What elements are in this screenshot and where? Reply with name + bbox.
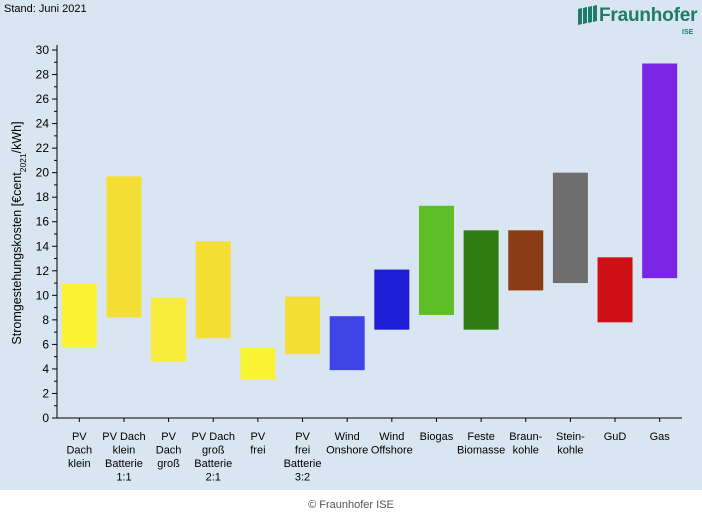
x-tick-label-line: Braun- — [509, 431, 542, 443]
x-tick-label: PV Dach klein Batterie 1:1 — [102, 431, 145, 484]
x-tick-label-line: groß — [157, 458, 180, 470]
y-tick-label: 12 — [36, 264, 50, 278]
bar-2 — [151, 297, 187, 362]
x-tick-label-line: PV — [295, 431, 310, 443]
x-tick-label-line: kohle — [513, 445, 539, 457]
x-tick-label: Wind Offshore — [371, 431, 413, 457]
y-tick-label: 6 — [42, 337, 49, 351]
y-tick-label: 24 — [36, 117, 50, 131]
bar-9 — [463, 230, 499, 330]
x-tick-label-line: 1:1 — [116, 472, 131, 484]
y-tick-label: 10 — [36, 288, 50, 302]
x-tick-label-line: PV — [251, 431, 266, 443]
x-tick-label-line: Offshore — [371, 445, 413, 457]
x-tick-label-line: klein — [68, 458, 91, 470]
y-tick-label: 8 — [42, 313, 49, 327]
y-axis-title-unit: /kWh] — [10, 121, 24, 153]
x-tick-label-line: Wind — [335, 431, 360, 443]
y-axis-title-main: Stromgestehungskosten [€cent — [10, 172, 24, 345]
bar-13 — [642, 63, 678, 279]
x-tick-label-line: PV — [72, 431, 87, 443]
x-tick-label-line: PV — [161, 431, 176, 443]
x-tick-label-line: Stein- — [556, 431, 585, 443]
y-axis-title-sub: 2021 — [18, 153, 28, 172]
x-tick-label: PV Dach groß Batterie 2:1 — [192, 431, 235, 484]
y-tick-label: 18 — [36, 190, 50, 204]
svg-text:Stromgestehungskosten [€cent20: Stromgestehungskosten [€cent2021/kWh] — [10, 121, 28, 344]
bar-4 — [240, 348, 276, 380]
x-tick-label: Braun-kohle — [509, 431, 542, 457]
x-tick-label-line: Batterie — [194, 458, 232, 470]
y-tick-label: 14 — [36, 239, 50, 253]
x-tick-label-line: Dach — [156, 445, 182, 457]
x-tick-label: Biogas — [420, 431, 454, 443]
x-tick-label-line: PV Dach — [192, 431, 235, 443]
y-axis-title: Stromgestehungskosten [€cent2021/kWh] — [10, 121, 28, 344]
cost-chart: Stromgestehungskosten [€cent2021/kWh] 0 2… — [10, 43, 682, 484]
x-tick-label-line: Onshore — [326, 445, 368, 457]
x-tick-label-line: frei — [295, 445, 310, 457]
y-tick-label: 30 — [36, 43, 50, 57]
bar-8 — [418, 205, 454, 315]
logo-sub: ISE — [682, 29, 694, 36]
x-tick-label-line: klein — [113, 445, 136, 457]
y-tick-label: 26 — [36, 92, 50, 106]
x-tick-label-line: Batterie — [105, 458, 143, 470]
x-tick-label: PV Dach groß — [156, 431, 182, 470]
x-tick-label: Wind Onshore — [326, 431, 368, 457]
x-tick-label-line: Biogas — [420, 431, 454, 443]
y-tick-label: 4 — [42, 362, 49, 376]
logo-name: Fraunhofer — [599, 5, 698, 26]
x-tick-label: Gas — [650, 431, 671, 443]
bar-6 — [329, 316, 365, 371]
x-tick-label-line: 2:1 — [206, 472, 221, 484]
x-tick-label: GuD — [604, 431, 627, 443]
x-tick-label-line: frei — [250, 445, 265, 457]
y-tick-label: 28 — [36, 68, 50, 82]
x-tick-label: PV frei — [250, 431, 266, 457]
x-tick-label: Stein-kohle — [556, 431, 585, 457]
bar-7 — [374, 269, 410, 330]
x-tick-label-line: Biomasse — [457, 445, 505, 457]
x-tick-label: Feste Biomasse — [457, 431, 505, 457]
y-tick-label: 0 — [42, 411, 49, 425]
y-tick-label: 2 — [42, 386, 49, 400]
bar-10 — [508, 230, 544, 291]
x-tick-label-line: PV Dach — [102, 431, 145, 443]
y-tick-label: 20 — [36, 166, 50, 180]
x-tick-label: PV frei Batterie 3:2 — [284, 431, 322, 484]
x-tick-label: PV Dach klein — [66, 431, 92, 470]
x-tick-label-line: Gas — [650, 431, 671, 443]
bar-0 — [61, 283, 97, 347]
bar-11 — [552, 172, 588, 284]
x-tick-label-line: kohle — [557, 445, 583, 457]
y-tick-label: 16 — [36, 215, 50, 229]
x-tick-label-line: groß — [202, 445, 225, 457]
y-tick-label: 22 — [36, 141, 50, 155]
bar-5 — [285, 296, 321, 355]
x-tick-label-line: Feste — [467, 431, 495, 443]
x-tick-label-line: 3:2 — [295, 472, 310, 484]
bar-12 — [597, 257, 633, 323]
fraunhofer-logo: Fraunhofer ISE — [578, 5, 698, 41]
x-tick-label-line: Dach — [66, 445, 92, 457]
bar-1 — [106, 176, 142, 318]
x-tick-label-line: Wind — [379, 431, 404, 443]
fraunhofer-logo-mark-icon — [578, 5, 597, 25]
stand-date: Stand: Juni 2021 — [4, 3, 87, 15]
bar-3 — [195, 241, 231, 339]
copyright-caption: © Fraunhofer ISE — [308, 499, 394, 511]
x-tick-label-line: Batterie — [284, 458, 322, 470]
x-tick-label-line: GuD — [604, 431, 627, 443]
